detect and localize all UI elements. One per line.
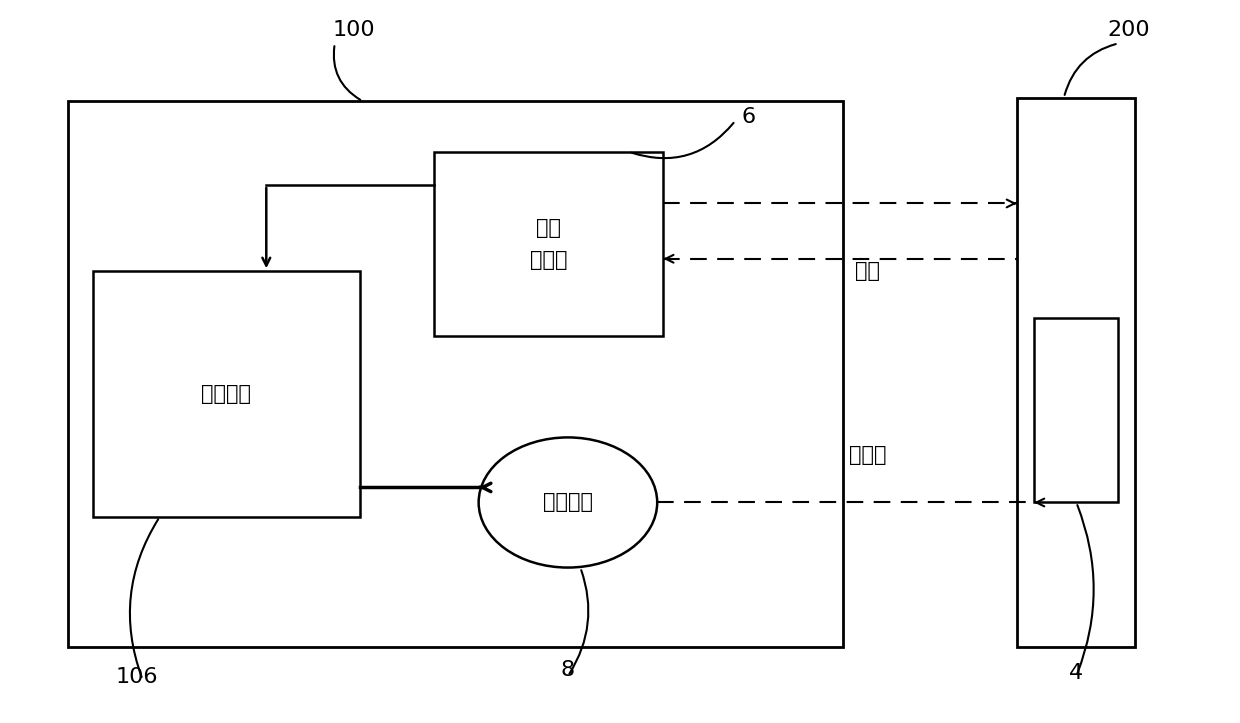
Text: 控制单元: 控制单元 — [201, 384, 252, 404]
Text: 发光元件: 发光元件 — [543, 492, 593, 513]
Text: 光信号: 光信号 — [849, 445, 887, 466]
Ellipse shape — [479, 437, 657, 568]
Text: 8: 8 — [560, 659, 575, 680]
Text: 100: 100 — [332, 20, 374, 40]
Polygon shape — [68, 101, 843, 647]
Text: 200: 200 — [1107, 20, 1149, 40]
Polygon shape — [434, 152, 663, 336]
Polygon shape — [1017, 98, 1135, 647]
Text: 6: 6 — [742, 107, 755, 127]
Polygon shape — [1034, 318, 1118, 502]
Text: 106: 106 — [115, 667, 157, 687]
Text: 4: 4 — [1069, 663, 1084, 683]
Text: 测距: 测距 — [856, 261, 880, 281]
Text: 距离
传感器: 距离 传感器 — [529, 218, 568, 270]
Polygon shape — [93, 271, 360, 517]
